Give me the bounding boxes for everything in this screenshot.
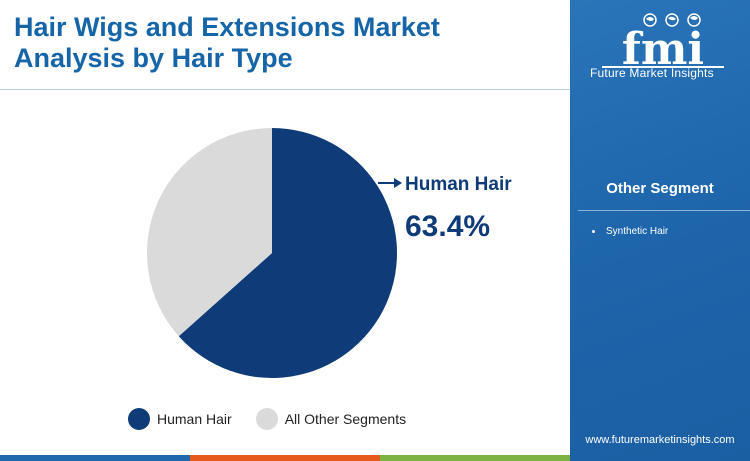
legend-label-other-segments: All Other Segments — [284, 411, 407, 427]
legend-label-human-hair: Human Hair — [157, 411, 232, 427]
callout-value: 63.4% — [405, 210, 490, 243]
logo-globe-icons — [643, 13, 701, 27]
bottom-bar-orange — [190, 455, 380, 461]
other-segment-list: Synthetic Hair — [592, 226, 668, 237]
legend-swatch-human-hair — [128, 408, 150, 430]
chart-title: Hair Wigs and Extensions Market Analysis… — [14, 12, 440, 73]
other-segment-item: Synthetic Hair — [592, 226, 668, 237]
callout-label: Human Hair — [405, 174, 512, 195]
legend: Human Hair All Other Segments — [128, 406, 430, 432]
title-divider — [0, 89, 570, 90]
bottom-bar-blue — [0, 455, 190, 461]
legend-swatch-other-segments — [255, 408, 278, 430]
pie-chart: Human Hair 63.4% — [147, 128, 512, 379]
bottom-color-bar — [0, 455, 570, 461]
legend-item-other-segments: All Other Segments — [255, 408, 407, 430]
pie-slices — [147, 128, 397, 379]
other-segment-heading: Other Segment — [606, 180, 714, 197]
side-divider — [578, 210, 750, 211]
callout-arrow-icon — [394, 178, 402, 188]
pie-slice-all-other-segments — [147, 128, 272, 337]
side-panel: fmi Future Market Insights Other Segment… — [570, 0, 750, 461]
bottom-bar-green — [380, 455, 570, 461]
website-url[interactable]: www.futuremarketinsights.com — [585, 434, 735, 446]
legend-item-human-hair: Human Hair — [128, 408, 232, 430]
fmi-logo: fmi — [602, 13, 724, 75]
callout: Human Hair 63.4% — [378, 174, 512, 243]
pie-slice-human-hair — [178, 128, 397, 379]
logo-caption: Future Market Insights — [590, 66, 714, 80]
